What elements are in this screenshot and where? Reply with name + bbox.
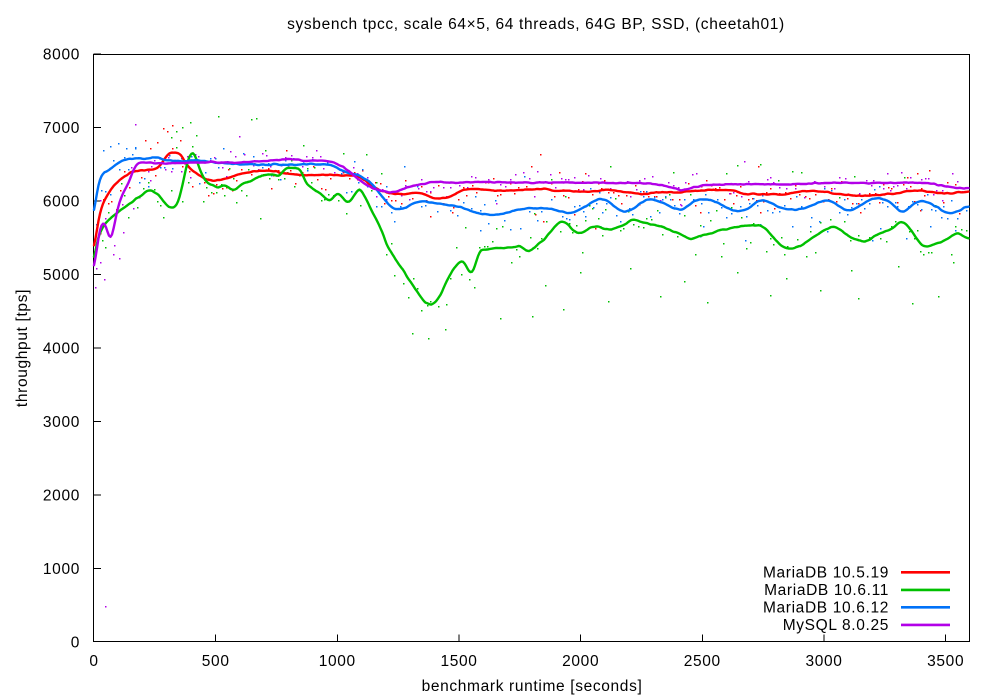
svg-text:4000: 4000 xyxy=(43,340,80,357)
svg-text:2500: 2500 xyxy=(684,653,721,670)
svg-text:3500: 3500 xyxy=(927,653,964,670)
svg-text:5000: 5000 xyxy=(43,267,80,284)
svg-text:benchmark runtime [seconds]: benchmark runtime [seconds] xyxy=(422,678,643,695)
svg-text:1500: 1500 xyxy=(440,653,477,670)
svg-text:1000: 1000 xyxy=(319,653,356,670)
svg-text:2000: 2000 xyxy=(43,487,80,504)
svg-text:7000: 7000 xyxy=(43,120,80,137)
svg-text:MySQL 8.0.25: MySQL 8.0.25 xyxy=(783,617,889,634)
svg-text:sysbench tpcc, scale 64×5, 64: sysbench tpcc, scale 64×5, 64 threads, 6… xyxy=(287,16,785,33)
svg-text:3000: 3000 xyxy=(43,414,80,431)
svg-text:0: 0 xyxy=(71,634,80,651)
svg-text:8000: 8000 xyxy=(43,46,80,63)
svg-text:3000: 3000 xyxy=(805,653,842,670)
svg-text:0: 0 xyxy=(89,653,98,670)
svg-text:2000: 2000 xyxy=(562,653,599,670)
svg-text:MariaDB 10.5.19: MariaDB 10.5.19 xyxy=(763,565,889,582)
svg-text:1000: 1000 xyxy=(43,561,80,578)
svg-text:6000: 6000 xyxy=(43,193,80,210)
svg-text:500: 500 xyxy=(202,653,230,670)
svg-text:MariaDB 10.6.11: MariaDB 10.6.11 xyxy=(764,582,889,599)
svg-text:throughput [tps]: throughput [tps] xyxy=(14,289,31,407)
svg-text:MariaDB 10.6.12: MariaDB 10.6.12 xyxy=(763,600,889,617)
